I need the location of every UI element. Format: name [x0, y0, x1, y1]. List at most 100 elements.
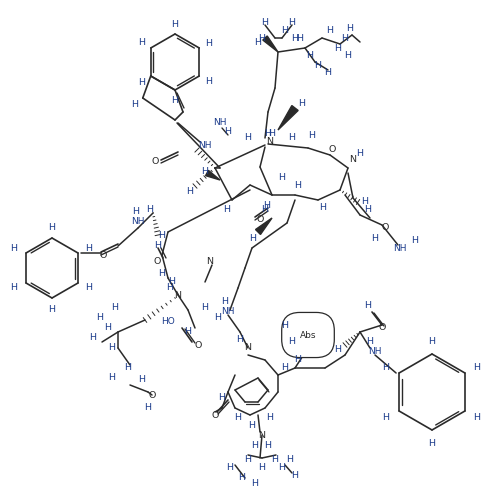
Text: O: O [381, 223, 388, 233]
Text: H: H [259, 33, 265, 43]
Text: H: H [171, 20, 179, 28]
Text: H: H [266, 413, 273, 422]
Text: H: H [184, 327, 191, 336]
Text: H: H [326, 26, 333, 34]
Text: H: H [279, 173, 285, 183]
Text: H: H [342, 33, 348, 43]
Text: NH: NH [131, 218, 145, 226]
Polygon shape [278, 106, 298, 130]
Text: H: H [262, 18, 268, 27]
Text: H: H [11, 283, 18, 293]
Text: H: H [291, 470, 299, 480]
Text: H: H [224, 128, 231, 136]
Text: O: O [148, 390, 156, 400]
Text: H: H [48, 222, 56, 231]
Text: NH: NH [221, 307, 235, 317]
Text: O: O [100, 250, 107, 260]
Text: H: H [48, 304, 56, 313]
Text: H: H [262, 206, 268, 215]
Text: H: H [282, 321, 288, 329]
Text: N: N [259, 431, 265, 439]
Text: H: H [268, 129, 276, 137]
Text: H: H [286, 456, 293, 464]
Text: H: H [249, 234, 257, 243]
Text: H: H [365, 300, 371, 309]
Text: H: H [138, 78, 145, 86]
Text: H: H [288, 337, 296, 347]
Text: NH: NH [213, 117, 227, 127]
Text: H: H [202, 166, 208, 175]
Text: H: H [144, 404, 151, 412]
Text: O: O [153, 257, 161, 267]
Text: H: H [85, 283, 93, 293]
Text: H: H [255, 37, 262, 47]
Text: H: H [222, 298, 228, 306]
Text: H: H [138, 37, 145, 47]
Text: H: H [325, 67, 331, 77]
Text: H: H [108, 374, 116, 382]
Polygon shape [256, 218, 272, 235]
Text: H: H [155, 241, 162, 249]
Text: H: H [314, 60, 322, 70]
Text: H: H [279, 464, 285, 472]
Text: H: H [346, 24, 353, 32]
Text: H: H [259, 464, 265, 472]
Text: H: H [85, 244, 93, 252]
Text: H: H [357, 148, 364, 158]
Text: H: H [226, 464, 233, 472]
Text: H: H [124, 363, 131, 373]
Text: N: N [349, 156, 357, 164]
Text: H: H [139, 376, 145, 384]
Text: H: H [89, 333, 97, 343]
Text: H: H [97, 313, 103, 323]
Text: N: N [266, 137, 273, 146]
Text: NH: NH [393, 244, 407, 252]
Text: H: H [159, 230, 165, 240]
Text: H: H [146, 206, 154, 215]
Text: H: H [366, 337, 373, 347]
Text: NH: NH [368, 348, 382, 356]
Text: NH: NH [198, 140, 212, 149]
Text: H: H [264, 440, 271, 449]
Text: H: H [362, 197, 368, 207]
Text: H: H [291, 33, 299, 43]
Text: H: H [282, 363, 288, 373]
Text: O: O [211, 410, 219, 419]
Text: H: H [345, 51, 351, 59]
Text: H: H [428, 337, 435, 347]
Text: H: H [219, 393, 225, 403]
Text: H: H [288, 134, 296, 142]
Text: H: H [308, 131, 316, 139]
Polygon shape [263, 36, 278, 52]
Text: H: H [288, 18, 296, 27]
Text: H: H [306, 51, 313, 59]
Text: H: H [251, 479, 259, 488]
Text: H: H [111, 303, 119, 312]
Text: H: H [205, 38, 212, 48]
Text: H: H [271, 456, 279, 464]
Text: H: H [294, 181, 302, 190]
Polygon shape [205, 170, 220, 180]
Text: H: H [202, 303, 208, 312]
Text: H: H [365, 206, 371, 215]
Text: O: O [151, 158, 159, 166]
Text: H: H [371, 234, 379, 243]
Text: H: H [248, 420, 256, 430]
Text: H: H [264, 130, 271, 138]
Text: HO: HO [161, 318, 175, 327]
Text: H: H [334, 44, 342, 53]
Text: H: H [171, 96, 179, 105]
Text: H: H [297, 33, 304, 43]
Text: H: H [334, 346, 342, 355]
Text: H: H [239, 473, 245, 483]
Text: H: H [320, 203, 326, 213]
Text: H: H [264, 200, 270, 210]
Text: H: H [251, 440, 259, 449]
Text: O: O [194, 340, 202, 350]
Text: H: H [244, 456, 251, 464]
Text: N: N [244, 344, 251, 353]
Text: H: H [282, 26, 288, 34]
Text: O: O [378, 324, 386, 332]
Text: H: H [104, 324, 111, 332]
Text: H: H [244, 134, 251, 142]
